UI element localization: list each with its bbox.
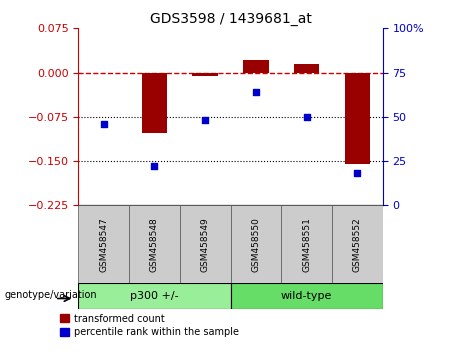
- Text: GSM458547: GSM458547: [99, 217, 108, 272]
- Text: GSM458550: GSM458550: [251, 217, 260, 272]
- Text: GSM458551: GSM458551: [302, 217, 311, 272]
- Bar: [294, 64, 319, 73]
- Legend: transformed count, percentile rank within the sample: transformed count, percentile rank withi…: [60, 314, 239, 337]
- Bar: [78, 205, 129, 283]
- Text: genotype/variation: genotype/variation: [5, 290, 97, 300]
- Point: [354, 171, 361, 176]
- Point: [252, 89, 260, 95]
- Text: GSM458548: GSM458548: [150, 217, 159, 272]
- Bar: [193, 73, 218, 75]
- Text: p300 +/-: p300 +/-: [130, 291, 179, 301]
- Bar: [230, 205, 281, 283]
- Bar: [281, 205, 332, 283]
- Point: [151, 164, 158, 169]
- Text: GSM458552: GSM458552: [353, 217, 362, 272]
- Bar: [129, 205, 180, 283]
- Bar: [180, 205, 230, 283]
- Text: GSM458549: GSM458549: [201, 217, 210, 272]
- Point: [100, 121, 107, 127]
- Point: [201, 118, 209, 123]
- Bar: [230, 283, 383, 309]
- Title: GDS3598 / 1439681_at: GDS3598 / 1439681_at: [149, 12, 312, 26]
- Bar: [345, 73, 370, 164]
- Bar: [243, 59, 268, 73]
- Point: [303, 114, 310, 120]
- Bar: [142, 73, 167, 133]
- Bar: [332, 205, 383, 283]
- Bar: [78, 283, 230, 309]
- Text: wild-type: wild-type: [281, 291, 332, 301]
